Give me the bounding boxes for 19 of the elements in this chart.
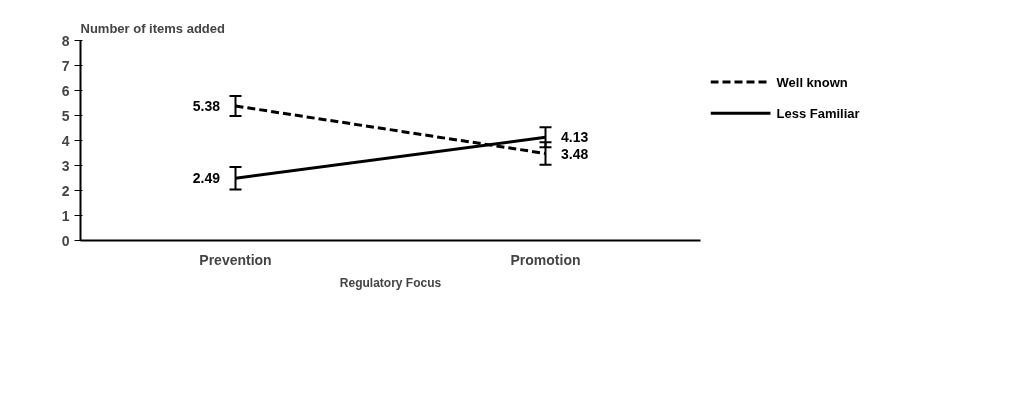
legend-label: Less Familiar xyxy=(776,105,860,121)
y-tick-label: 1 xyxy=(61,207,70,224)
x-tick-label: Prevention xyxy=(199,251,272,268)
y-tick-label: 3 xyxy=(61,157,70,174)
y-tick-label: 0 xyxy=(61,232,70,249)
x-tick-label: Promotion xyxy=(510,251,581,268)
y-tick-label: 4 xyxy=(61,132,70,149)
x-axis-title: Regulatory Focus xyxy=(339,275,442,290)
y-tick-label: 6 xyxy=(61,82,70,99)
y-tick-label: 8 xyxy=(61,32,70,49)
legend-label: Well known xyxy=(776,74,848,90)
y-tick-label: 2 xyxy=(61,182,70,199)
data-label: 5.38 xyxy=(192,98,221,114)
data-label: 2.49 xyxy=(192,170,221,187)
y-tick-label: 5 xyxy=(61,107,70,124)
data-label: 3.48 xyxy=(561,145,589,162)
y-tick-label: 7 xyxy=(61,57,70,74)
data-label: 4.13 xyxy=(561,129,589,146)
y-axis-title: Number of items added xyxy=(80,20,226,36)
